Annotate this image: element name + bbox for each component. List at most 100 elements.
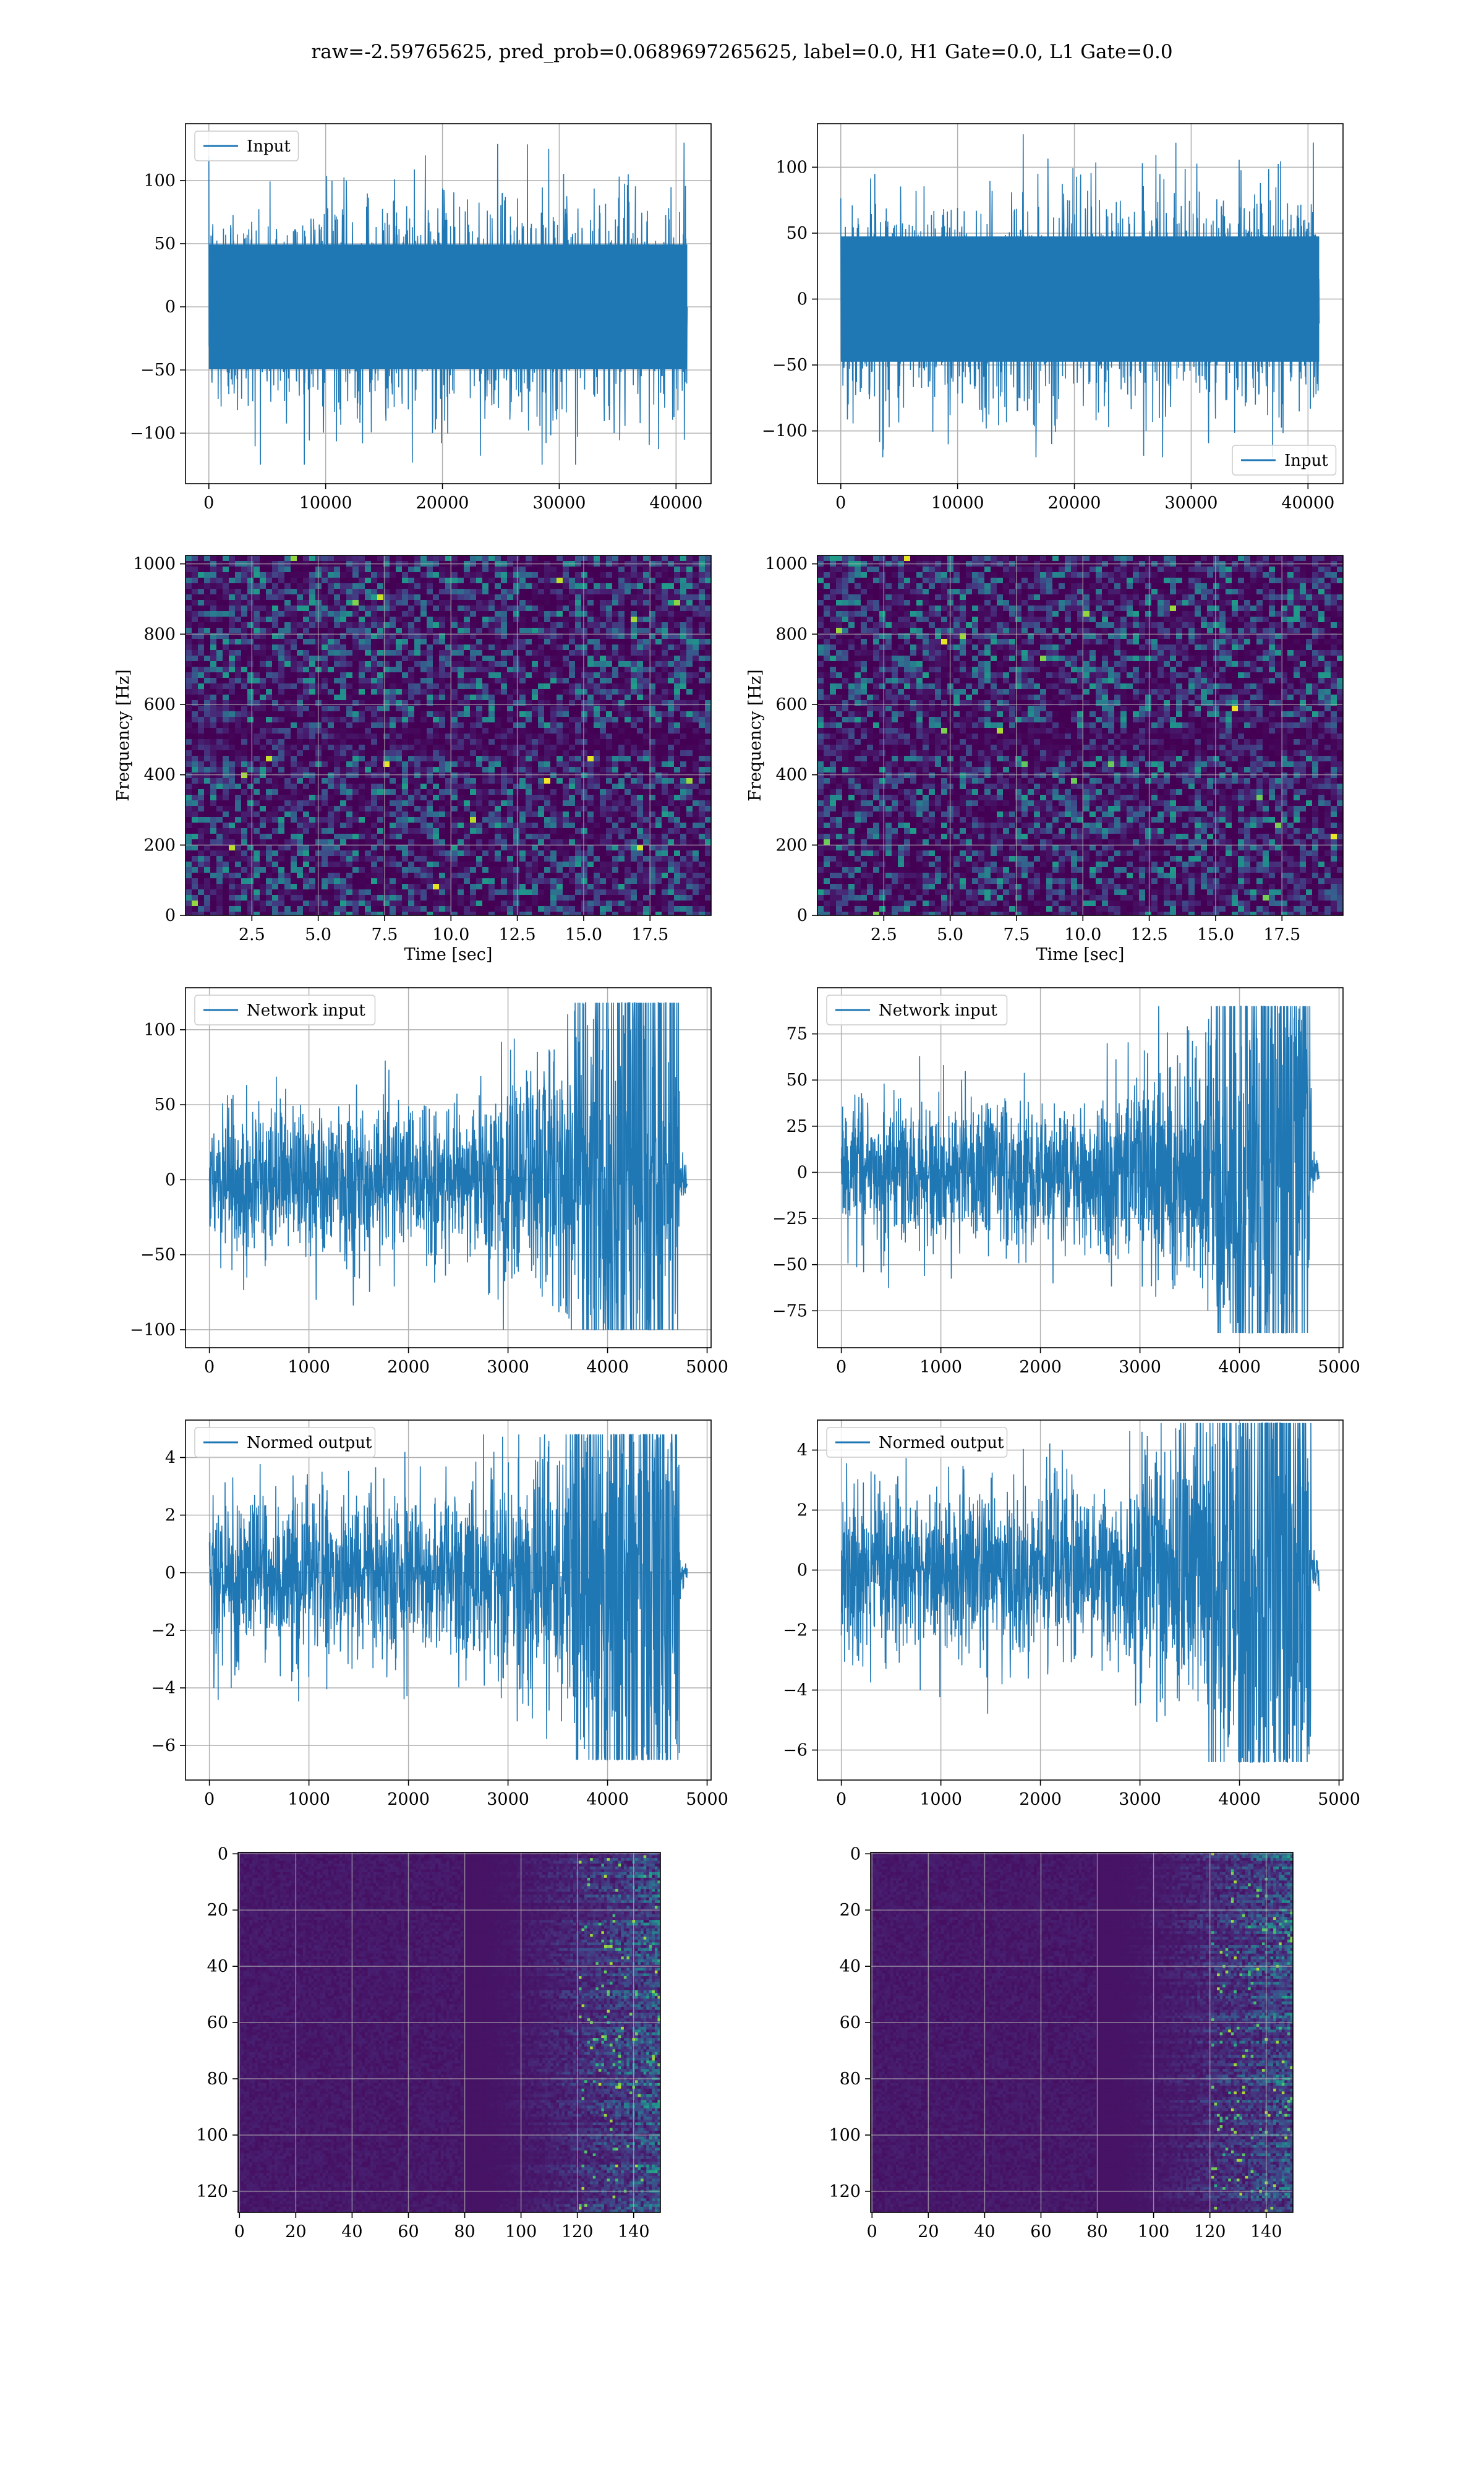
y-tick-label: 400 (143, 766, 176, 785)
x-tick-label: 30000 (1164, 494, 1217, 513)
y-tick-label: 80 (207, 2070, 228, 2089)
x-tick-label: 2000 (387, 1790, 430, 1809)
panel-row1-left: 0 10000 20000 30000 40000 −100 −50 0 50 100 Input (130, 123, 712, 513)
y-tick-label: 120 (829, 2182, 861, 2201)
y-tick-label: 0 (797, 1163, 808, 1182)
x-tick-label: 80 (454, 2222, 475, 2241)
y-tick-label: 50 (787, 224, 808, 243)
series-line (208, 1002, 688, 1330)
legend: Input (1232, 445, 1337, 476)
x-tick-label: 2000 (1019, 1790, 1062, 1809)
x-tick-label: 5000 (1318, 1790, 1360, 1809)
legend-label: Normed output (879, 1434, 1004, 1452)
panel-row4-left: 0 1000 2000 3000 4000 5000 −6 −4 −2 0 2 4 Normed out… (151, 1419, 728, 1809)
series-band (208, 244, 688, 369)
y-tick-label: 25 (787, 1117, 808, 1136)
heatmap-image (871, 1852, 1293, 2212)
x-tick-label: 5000 (686, 1358, 728, 1377)
legend-label: Input (247, 137, 291, 156)
x-tick-label: 3000 (487, 1358, 529, 1377)
x-tick-label: 40000 (649, 494, 702, 513)
panel-row1-right: 0 10000 20000 30000 40000 −100 −50 0 50 100 Input (762, 123, 1344, 513)
y-tick-label: −25 (772, 1209, 808, 1228)
y-tick-label: −75 (772, 1301, 808, 1320)
y-tick-label: 100 (143, 1021, 176, 1040)
x-tick-label: 3000 (1119, 1790, 1161, 1809)
y-tick-label: 0 (165, 297, 176, 317)
x-tick-label: 4000 (586, 1790, 629, 1809)
y-axis-label: Frequency [Hz] (114, 669, 133, 801)
x-tick-label: 140 (1250, 2222, 1282, 2241)
x-tick-label: 0 (867, 2222, 877, 2241)
x-tick-label: 20000 (416, 494, 469, 513)
y-tick-label: −50 (772, 1256, 808, 1275)
series-line (208, 1433, 688, 1761)
x-tick-label: 15.0 (1197, 925, 1234, 944)
axes-frame (237, 1852, 661, 2213)
x-tick-label: 40 (341, 2222, 362, 2241)
y-tick-label: 80 (840, 2070, 861, 2089)
x-tick-label: 100 (1138, 2222, 1170, 2241)
y-tick-label: 2 (797, 1501, 808, 1520)
x-tick-label: 4000 (1218, 1790, 1261, 1809)
x-tick-label: 10.0 (432, 925, 469, 944)
legend-label: Normed output (247, 1434, 372, 1452)
x-tick-label: 1000 (288, 1790, 330, 1809)
axes-frame (817, 555, 1344, 916)
x-tick-label: 60 (398, 2222, 419, 2241)
x-tick-label: 20 (285, 2222, 306, 2241)
y-tick-label: 400 (775, 766, 808, 785)
y-tick-label: −6 (783, 1741, 808, 1760)
y-tick-label: 50 (155, 234, 176, 254)
x-tick-label: 3000 (1119, 1358, 1161, 1377)
y-tick-label: 0 (797, 290, 808, 309)
y-tick-label: 0 (850, 1844, 861, 1864)
x-tick-label: 12.5 (1131, 925, 1168, 944)
x-tick-label: 120 (1194, 2222, 1226, 2241)
legend-box (194, 131, 299, 161)
x-tick-label: 17.5 (1263, 925, 1300, 944)
y-tick-label: 50 (787, 1071, 808, 1090)
x-tick-label: 20000 (1048, 494, 1101, 513)
legend-box (1232, 445, 1337, 476)
y-tick-label: 800 (143, 625, 176, 644)
y-tick-label: −50 (140, 1246, 176, 1265)
x-tick-label: 30000 (532, 494, 586, 513)
x-tick-label: 0 (204, 1790, 215, 1809)
y-tick-label: 0 (165, 1170, 176, 1189)
x-tick-label: 2.5 (871, 925, 897, 944)
y-tick-label: 0 (797, 1561, 808, 1580)
heatmap-image (186, 555, 711, 915)
series-line (840, 1423, 1320, 1763)
x-tick-label: 140 (618, 2222, 650, 2241)
legend: Normed output (826, 1427, 1008, 1458)
y-axis-label: Frequency [Hz] (746, 669, 765, 801)
x-tick-label: 60 (1030, 2222, 1051, 2241)
figure-title: raw=-2.59765625, pred_prob=0.06896972656… (0, 41, 1484, 63)
panel-row3-left: 0 1000 2000 3000 4000 5000 −100 −50 0 50 100 Networ… (130, 987, 728, 1377)
x-tick-label: 10000 (299, 494, 352, 513)
legend: Network input (194, 995, 376, 1025)
panel-row2-right: 2.5 5.0 7.5 10.0 12.5 15.0 17.5 0 200 400 600 800 10… (746, 555, 1344, 964)
panel-row5-right: 0 20 40 60 80 100 120 140 0 20 40 60 80 100 120 (829, 1844, 1294, 2241)
y-tick-label: 100 (143, 171, 176, 190)
y-tick-label: 4 (797, 1441, 808, 1460)
x-tick-label: 1000 (919, 1790, 962, 1809)
axes-frame (185, 555, 712, 916)
x-tick-label: 12.5 (499, 925, 536, 944)
x-tick-label: 2000 (387, 1358, 430, 1377)
panel-row5-left: 0 20 40 60 80 100 120 140 0 20 40 60 80 100 120 (196, 1844, 661, 2241)
y-tick-label: −50 (140, 361, 176, 380)
y-tick-label: 75 (787, 1025, 808, 1044)
series-line (840, 1006, 1320, 1335)
axes-frame (817, 1419, 1344, 1781)
y-tick-label: 100 (196, 2126, 228, 2145)
y-tick-label: 200 (143, 836, 176, 855)
axes-frame (817, 987, 1344, 1348)
y-tick-label: 0 (218, 1844, 228, 1864)
x-tick-label: 120 (561, 2222, 594, 2241)
x-axis-label: Time [sec] (1036, 945, 1125, 964)
y-tick-label: 0 (165, 1564, 176, 1583)
legend-label: Input (1284, 452, 1328, 470)
legend-label: Network input (247, 1001, 365, 1020)
